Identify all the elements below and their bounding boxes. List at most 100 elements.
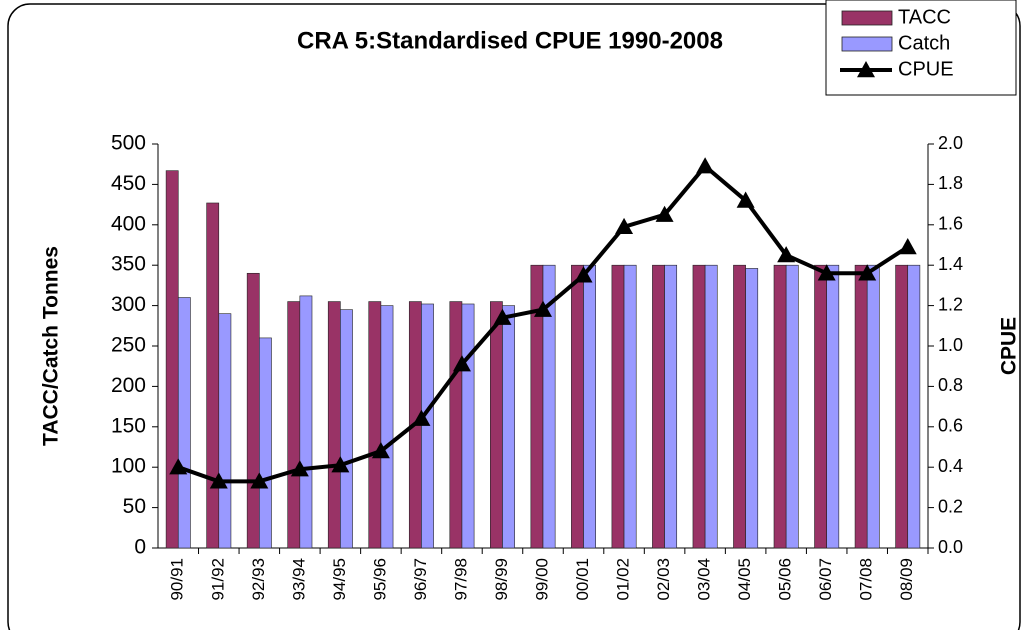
marker [898, 238, 917, 255]
y2-tick-label: 0.8 [938, 375, 963, 395]
bar [502, 305, 515, 549]
x-tick-label: 06/07 [816, 558, 835, 601]
bar [745, 268, 759, 549]
y-axis-label: TACC/Catch Tonnes [40, 246, 63, 446]
x-tick-label: 92/93 [249, 558, 268, 601]
x-tick-label: 00/01 [573, 558, 592, 601]
marker [696, 157, 715, 174]
marker [290, 460, 309, 477]
x-tick-label: 07/08 [857, 558, 876, 601]
y-tick-label: 250 [111, 334, 146, 357]
bar [895, 264, 909, 549]
bar [380, 305, 394, 549]
x-tick-label: 96/97 [411, 558, 430, 601]
bar [368, 301, 382, 549]
marker [574, 266, 593, 283]
marker [534, 300, 552, 317]
y2-tick-label: 0.2 [938, 496, 963, 516]
bar [327, 301, 341, 549]
x-tick-label: 02/03 [654, 558, 673, 601]
bar [246, 272, 260, 549]
bar [259, 337, 272, 549]
y2-tick-label: 1.8 [938, 173, 963, 193]
y-tick-label: 150 [111, 414, 146, 437]
marker [615, 217, 634, 235]
x-tick-label: 95/96 [370, 558, 389, 601]
marker [736, 191, 755, 208]
legend-label: TACC [898, 6, 951, 28]
x-tick-label: 04/05 [735, 558, 754, 601]
marker [817, 264, 836, 281]
legend-marker [857, 61, 875, 78]
bar [542, 264, 556, 549]
marker [858, 264, 877, 281]
bar [692, 264, 706, 549]
y-tick-label: 350 [111, 253, 146, 276]
marker [371, 442, 390, 459]
y-tick-label: 50 [123, 495, 146, 518]
x-tick-label: 91/92 [208, 558, 227, 601]
marker [169, 458, 188, 475]
x-tick-label: 08/09 [897, 558, 916, 601]
x-tick-label: 03/04 [695, 558, 714, 601]
bar [165, 170, 179, 549]
bar [652, 264, 665, 549]
marker [452, 355, 471, 372]
y-tick-label: 300 [111, 293, 146, 316]
marker [209, 472, 228, 489]
marker [412, 409, 431, 426]
bar [704, 264, 718, 549]
bar [733, 264, 746, 549]
y2-tick-label: 1.0 [938, 335, 963, 355]
bar [826, 264, 840, 549]
marker [331, 456, 350, 473]
y2-tick-label: 0.6 [938, 416, 963, 436]
y2-tick-label: 2.0 [938, 133, 963, 153]
bar [206, 202, 220, 549]
bar [299, 295, 313, 549]
marker [777, 246, 796, 263]
y-tick-label: 500 [111, 132, 146, 155]
bar [218, 313, 232, 549]
y2-tick-label: 0.4 [938, 456, 963, 476]
bar [287, 301, 301, 549]
marker [250, 472, 269, 489]
bar [490, 301, 503, 549]
bar [854, 264, 868, 549]
bar [785, 264, 799, 549]
x-tick-label: 98/99 [492, 558, 511, 601]
marker [655, 205, 674, 222]
y-tick-label: 400 [111, 212, 146, 235]
bar [177, 297, 191, 549]
y-tick-label: 0 [134, 536, 146, 559]
bar [866, 264, 880, 549]
y2-axis-label: CPUE [998, 317, 1021, 375]
marker [493, 308, 512, 325]
y2-tick-label: 1.4 [938, 254, 963, 274]
y-tick-label: 450 [111, 172, 146, 195]
y-tick-label: 100 [111, 455, 146, 478]
bar [449, 301, 463, 549]
bar [623, 264, 637, 549]
bar [340, 309, 353, 549]
chart-title: CRA 5:Standardised CPUE 1990-2008 [297, 27, 723, 54]
bar [421, 303, 434, 549]
x-tick-label: 01/02 [614, 558, 633, 601]
bar [907, 264, 921, 549]
bar [664, 264, 678, 549]
legend-label: Catch [898, 32, 950, 54]
legend-swatch [841, 10, 893, 26]
x-tick-label: 93/94 [289, 558, 308, 601]
x-tick-label: 99/00 [532, 558, 551, 601]
legend-label: CPUE [898, 58, 954, 80]
x-tick-label: 90/91 [168, 558, 187, 601]
x-tick-label: 97/98 [451, 558, 470, 601]
bar [461, 303, 475, 549]
y2-tick-label: 1.2 [938, 294, 963, 314]
y2-tick-label: 1.6 [938, 214, 963, 234]
y2-tick-label: 0.0 [938, 537, 963, 557]
bar [571, 264, 584, 549]
x-tick-label: 94/95 [330, 558, 349, 601]
bar [814, 264, 827, 549]
